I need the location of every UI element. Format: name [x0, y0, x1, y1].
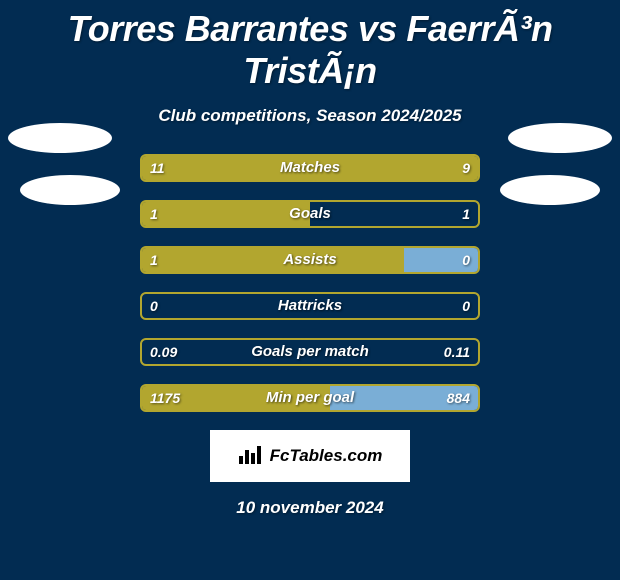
stat-value-left: 1: [150, 200, 158, 228]
player-right-oval-1: [508, 123, 612, 153]
stat-bar-left-fill: [142, 156, 478, 180]
bar-chart-icon: [238, 444, 264, 469]
stat-value-right: 0.11: [444, 338, 470, 366]
stat-bar-left-fill: [142, 248, 404, 272]
stat-row: 11Goals: [70, 200, 550, 228]
stat-value-right: 0: [462, 246, 470, 274]
brand-text: FcTables.com: [270, 446, 383, 466]
stat-row: 0.090.11Goals per match: [70, 338, 550, 366]
stat-bar: [140, 154, 480, 182]
comparison-subtitle: Club competitions, Season 2024/2025: [0, 106, 620, 126]
stat-value-left: 1175: [150, 384, 180, 412]
comparison-date: 10 november 2024: [0, 498, 620, 518]
brand-box: FcTables.com: [210, 430, 410, 482]
stats-chart: 119Matches11Goals10Assists00Hattricks0.0…: [70, 154, 550, 412]
stat-row: 1175884Min per goal: [70, 384, 550, 412]
stat-value-right: 884: [447, 384, 470, 412]
stat-bar: [140, 292, 480, 320]
comparison-title: Torres Barrantes vs FaerrÃ³n TristÃ¡n: [0, 0, 620, 92]
stat-value-left: 11: [150, 154, 165, 182]
stat-value-left: 1: [150, 246, 158, 274]
stat-value-left: 0.09: [150, 338, 177, 366]
stat-bar: [140, 384, 480, 412]
stat-value-right: 9: [462, 154, 470, 182]
stat-value-left: 0: [150, 292, 158, 320]
stat-row: 119Matches: [70, 154, 550, 182]
stat-value-right: 0: [462, 292, 470, 320]
stat-bar-left-fill: [142, 202, 310, 226]
player-left-oval-1: [8, 123, 112, 153]
stat-bar: [140, 338, 480, 366]
stat-value-right: 1: [462, 200, 470, 228]
stat-row: 00Hattricks: [70, 292, 550, 320]
stat-bar: [140, 246, 480, 274]
stat-row: 10Assists: [70, 246, 550, 274]
stat-bar: [140, 200, 480, 228]
